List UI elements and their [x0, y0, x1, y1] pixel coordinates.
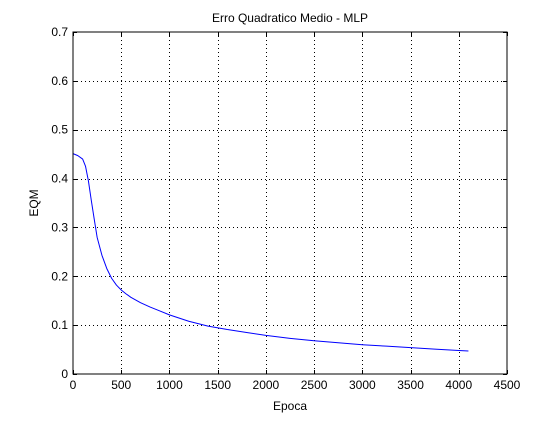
x-tick-label: 0 [70, 378, 77, 392]
plot-area [73, 32, 507, 374]
x-tick-label: 500 [111, 378, 131, 392]
series-layer [72, 153, 469, 352]
grid [73, 32, 507, 374]
y-tick-label: 0.1 [51, 318, 68, 332]
y-tick-label: 0.5 [51, 123, 68, 137]
y-tick-label: 0 [61, 367, 68, 381]
y-axis-label: EQM [27, 189, 41, 216]
x-tick-label: 2500 [301, 378, 328, 392]
y-tick-label: 0.7 [51, 25, 68, 39]
x-tick-label: 4500 [494, 378, 521, 392]
x-tick-label: 2000 [253, 378, 280, 392]
ticks [73, 32, 508, 375]
y-tick-label: 0.6 [51, 74, 68, 88]
x-tick-label: 1500 [204, 378, 231, 392]
y-tick-label: 0.2 [51, 269, 68, 283]
x-tick-label: 4000 [445, 378, 472, 392]
chart-title: Erro Quadratico Medio - MLP [212, 11, 368, 25]
x-tick-label: 1000 [156, 378, 183, 392]
x-axis-label: Epoca [273, 399, 307, 413]
x-tick-label: 3000 [349, 378, 376, 392]
series-line [72, 153, 469, 352]
x-tick-label: 3500 [397, 378, 424, 392]
tick-labels: 0 500 1000 1500 2000 2500 3000 3500 4000 4500 0 0.1… [51, 25, 520, 392]
y-tick-label: 0.3 [51, 220, 68, 234]
axes-box [72, 31, 508, 375]
y-tick-label: 0.4 [51, 172, 68, 186]
